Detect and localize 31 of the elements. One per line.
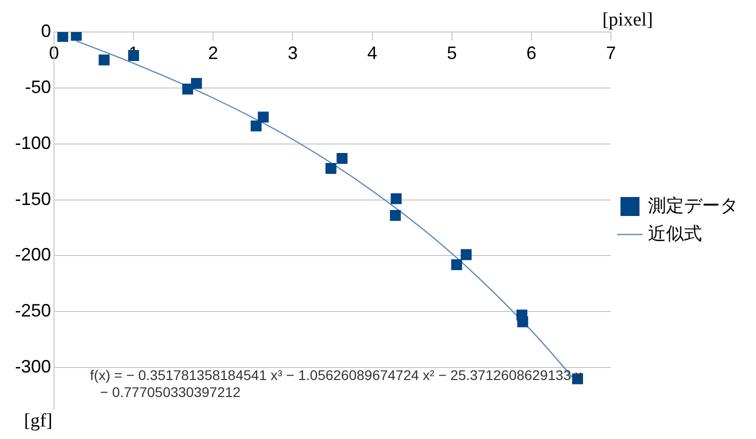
y-tick-label: -300 bbox=[14, 356, 52, 377]
x-tick-label: 5 bbox=[446, 42, 457, 63]
y-tick-label: -250 bbox=[14, 300, 52, 321]
x-tick-label: 7 bbox=[606, 42, 616, 63]
point bbox=[325, 163, 336, 174]
point bbox=[460, 249, 472, 260]
point bbox=[390, 210, 401, 221]
legend-label: 測定データ bbox=[648, 195, 738, 216]
x-tick-label: 3 bbox=[288, 42, 298, 63]
y-axis-title: [gf] bbox=[24, 410, 52, 432]
point bbox=[191, 78, 202, 89]
point bbox=[70, 32, 82, 41]
point bbox=[258, 112, 269, 122]
y-tick-label: -200 bbox=[14, 244, 52, 265]
point bbox=[517, 316, 528, 328]
x-tick-label: 2 bbox=[208, 42, 218, 63]
y-tick-label: -50 bbox=[25, 76, 52, 97]
legend-label: 近似式 bbox=[648, 223, 702, 244]
y-tick-label: -150 bbox=[14, 188, 52, 209]
point bbox=[128, 50, 140, 61]
x-tick-label: 6 bbox=[526, 42, 536, 63]
x-axis-title: [pixel] bbox=[602, 9, 653, 30]
point bbox=[250, 120, 262, 132]
x-tick-label: 4 bbox=[367, 42, 378, 63]
y-tick-label: 0 bbox=[41, 20, 52, 41]
point bbox=[390, 193, 402, 204]
y-tick-label: -100 bbox=[14, 132, 52, 153]
point bbox=[336, 152, 348, 164]
point bbox=[98, 54, 110, 66]
point bbox=[57, 32, 68, 42]
point bbox=[451, 259, 462, 270]
